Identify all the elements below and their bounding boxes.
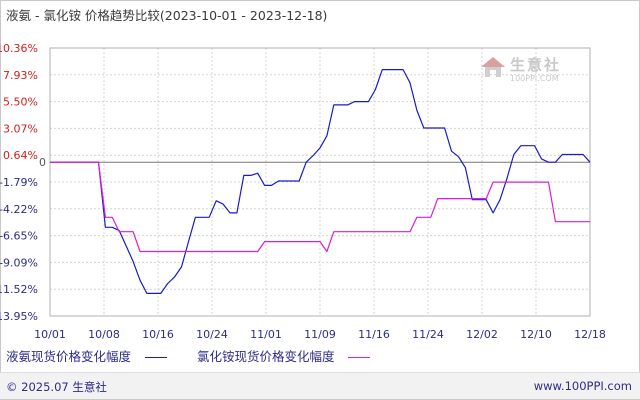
legend-item-chloride: 氯化铵现货价格变化幅度 bbox=[197, 346, 371, 365]
x-tick-label: 11/09 bbox=[304, 328, 336, 341]
footer-copyright: © 2025.07 生意社 bbox=[6, 380, 107, 394]
chart-legend: 液氨现货价格变化幅度 氯化铵现货价格变化幅度 bbox=[6, 346, 396, 365]
x-tick-label: 12/10 bbox=[520, 328, 552, 341]
y-tick-label: -9.09% bbox=[0, 256, 38, 269]
footer-site-link[interactable]: www.100PPI.com bbox=[533, 379, 632, 393]
y-tick-label: 7.93% bbox=[3, 69, 38, 82]
y-tick-label: 10.36% bbox=[0, 42, 38, 55]
x-tick-label: 10/24 bbox=[196, 328, 228, 341]
y-zero-label: 0 bbox=[39, 156, 46, 169]
watermark-logo: 生意社 100PPI.COM bbox=[480, 54, 580, 90]
x-tick-label: 11/16 bbox=[358, 328, 390, 341]
watermark-url: 100PPI.COM bbox=[510, 74, 559, 83]
y-tick-label: 0.64% bbox=[3, 149, 38, 162]
y-tick-label: -4.22% bbox=[0, 203, 38, 216]
x-tick-label: 12/02 bbox=[466, 328, 498, 341]
y-tick-label: -1.79% bbox=[0, 176, 38, 189]
x-tick-label: 10/08 bbox=[88, 328, 120, 341]
series-line-ammonia bbox=[50, 68, 591, 294]
watermark-brand: 生意社 bbox=[510, 56, 562, 74]
legend-label-chloride: 氯化铵现货价格变化幅度 bbox=[196, 349, 335, 364]
footer-bar: © 2025.07 生意社 www.100PPI.com bbox=[0, 372, 640, 399]
legend-label-ammonia: 液氨现货价格变化幅度 bbox=[6, 349, 132, 364]
legend-swatch-chloride bbox=[348, 357, 371, 358]
x-tick-label: 11/24 bbox=[412, 328, 444, 341]
legend-item-ammonia: 液氨现货价格变化幅度 bbox=[6, 346, 167, 365]
y-tick-label: 5.50% bbox=[3, 96, 38, 109]
chart-title: 液氨 - 氯化铵 价格趋势比较(2023-10-01 - 2023-12-18) bbox=[6, 8, 328, 23]
series-line-chloride bbox=[50, 161, 590, 253]
x-tick-label: 10/01 bbox=[34, 328, 66, 341]
y-tick-label: -13.95% bbox=[0, 310, 38, 323]
x-tick-label: 12/18 bbox=[574, 328, 606, 341]
y-tick-label: -11.52% bbox=[0, 283, 38, 296]
legend-swatch-ammonia bbox=[145, 357, 167, 358]
y-tick-label: 3.07% bbox=[3, 122, 38, 135]
house-icon bbox=[481, 57, 505, 77]
x-tick-label: 11/01 bbox=[250, 328, 282, 341]
y-tick-label: -6.65% bbox=[0, 230, 38, 243]
plot-border bbox=[49, 47, 591, 317]
x-tick-label: 10/16 bbox=[142, 328, 174, 341]
